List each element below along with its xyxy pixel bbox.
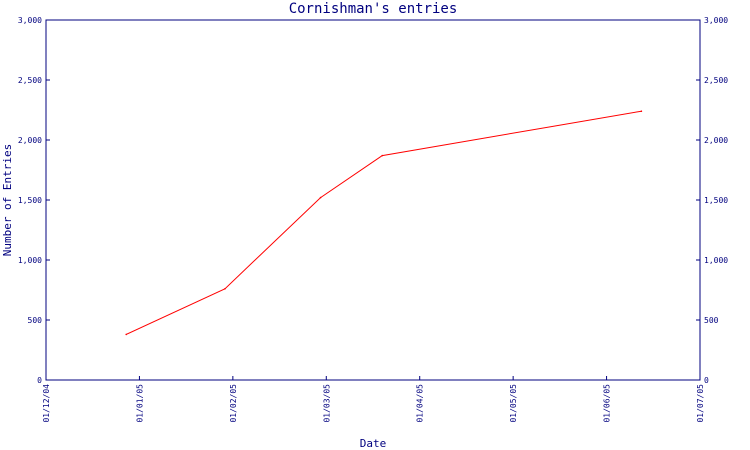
- y-axis-right: 0 500 1,000 1,500 2,000 2,500 3,000: [696, 16, 728, 385]
- y-axis-left: 0 500 1,000 1,500 2,000 2,500 3,000: [18, 16, 50, 385]
- x-axis: 01/12/04 01/01/05 01/02/05 01/03/05 01/04/05…: [42, 376, 705, 423]
- y-tick-label-left: 500: [28, 316, 43, 325]
- series-layer: [125, 110, 643, 336]
- x-tick-label: 01/04/05: [416, 384, 425, 423]
- chart-title: Cornishman's entries: [289, 1, 458, 17]
- x-tick-label: 01/07/05: [696, 384, 705, 423]
- y-tick-label-right: 500: [704, 316, 719, 325]
- y-tick-label-left: 3,000: [18, 16, 42, 25]
- data-point: [125, 333, 128, 336]
- y-tick-label-right: 0: [704, 376, 709, 385]
- y-tick-label-left: 0: [37, 376, 42, 385]
- y-tick-label-left: 2,500: [18, 76, 42, 85]
- x-tick-label: 01/02/05: [229, 384, 238, 423]
- y-tick-label-left: 2,000: [18, 136, 42, 145]
- y-tick-label-right: 1,000: [704, 256, 728, 265]
- x-tick-label: 01/06/05: [603, 384, 612, 423]
- x-axis-label: Date: [360, 437, 387, 450]
- x-tick-label: 01/05/05: [509, 384, 518, 423]
- data-point: [224, 288, 226, 290]
- data-point: [640, 110, 643, 112]
- y-tick-label-right: 2,000: [704, 136, 728, 145]
- series-line: [125, 110, 642, 335]
- y-tick-label-left: 1,500: [18, 196, 42, 205]
- y-tick-label-left: 1,000: [18, 256, 42, 265]
- data-point: [319, 196, 322, 199]
- y-tick-label-right: 1,500: [704, 196, 728, 205]
- x-tick-label: 01/12/04: [42, 384, 51, 423]
- y-tick-label-right: 2,500: [704, 76, 728, 85]
- y-axis-label: Number of Entries: [1, 144, 14, 257]
- x-tick-label: 01/03/05: [322, 384, 331, 423]
- data-point: [381, 154, 384, 157]
- x-tick-label: 01/01/05: [135, 384, 144, 423]
- y-tick-label-right: 3,000: [704, 16, 728, 25]
